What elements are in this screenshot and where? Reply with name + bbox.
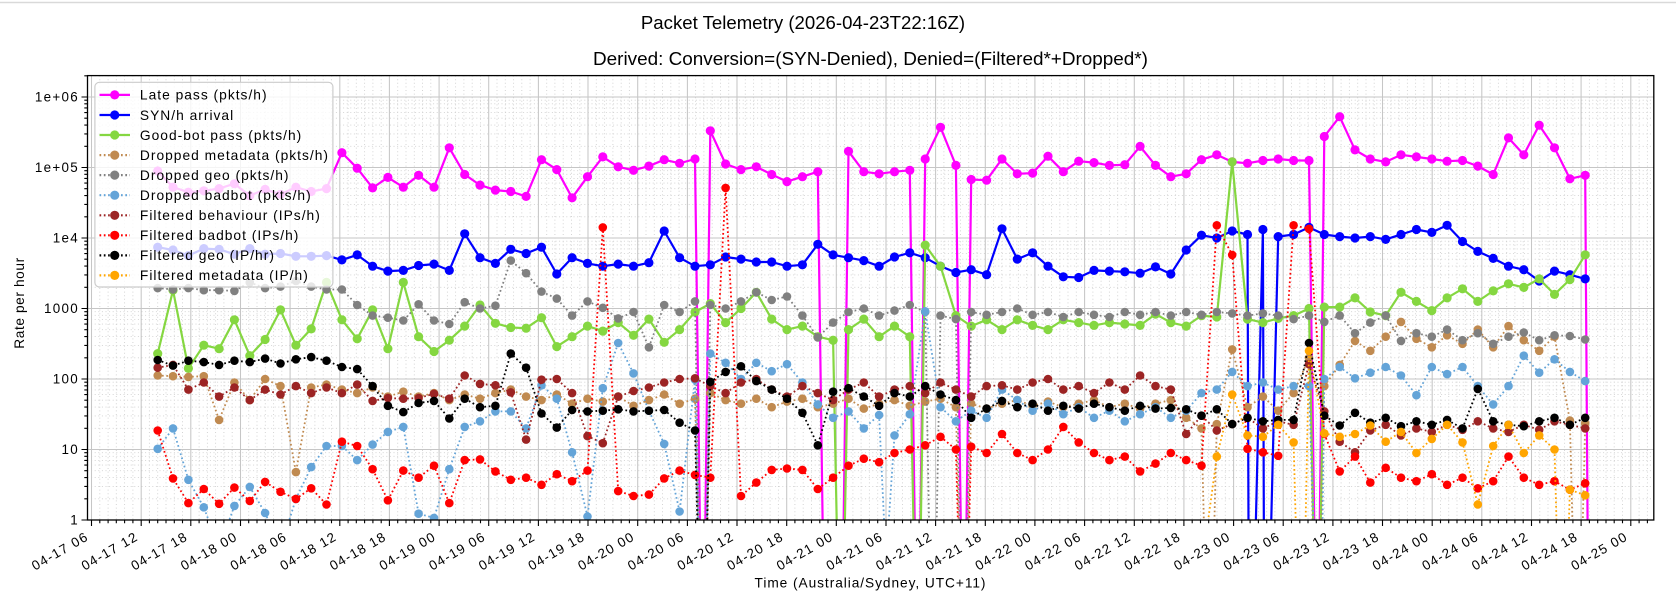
svg-text:1: 1 xyxy=(70,513,79,528)
svg-text:10: 10 xyxy=(62,442,80,457)
svg-text:Dropped geo (pkts/h): Dropped geo (pkts/h) xyxy=(140,168,290,183)
svg-text:Filtered geo (IP/hr): Filtered geo (IP/hr) xyxy=(140,248,275,263)
svg-text:Filtered badbot (IPs/h): Filtered badbot (IPs/h) xyxy=(140,228,300,243)
svg-text:100: 100 xyxy=(53,372,79,387)
svg-text:Filtered metadata (IP/h): Filtered metadata (IP/h) xyxy=(140,268,309,283)
svg-text:1000: 1000 xyxy=(44,301,79,316)
svg-text:SYN/h arrival: SYN/h arrival xyxy=(140,108,234,123)
svg-text:Late pass (pkts/h): Late pass (pkts/h) xyxy=(140,88,268,103)
svg-text:Dropped badbot (pkts/h): Dropped badbot (pkts/h) xyxy=(140,188,312,203)
svg-text:Time (Australia/Sydney, UTC+11: Time (Australia/Sydney, UTC+11) xyxy=(755,576,987,591)
svg-text:Good-bot pass (pkts/h): Good-bot pass (pkts/h) xyxy=(140,128,302,143)
svg-text:1e+05: 1e+05 xyxy=(35,160,79,175)
svg-text:Derived: Conversion=(SYN-Denie: Derived: Conversion=(SYN-Denied), Denied… xyxy=(593,49,1148,70)
svg-text:Filtered behaviour (IPs/h): Filtered behaviour (IPs/h) xyxy=(140,208,321,223)
svg-text:Rate per hour: Rate per hour xyxy=(12,257,27,349)
svg-text:1e4: 1e4 xyxy=(53,231,79,246)
svg-text:Dropped metadata (pkts/h): Dropped metadata (pkts/h) xyxy=(140,148,329,163)
svg-text:Packet Telemetry (2026-04-23T2: Packet Telemetry (2026-04-23T22:16Z) xyxy=(641,12,965,33)
svg-text:1e+06: 1e+06 xyxy=(35,90,79,105)
